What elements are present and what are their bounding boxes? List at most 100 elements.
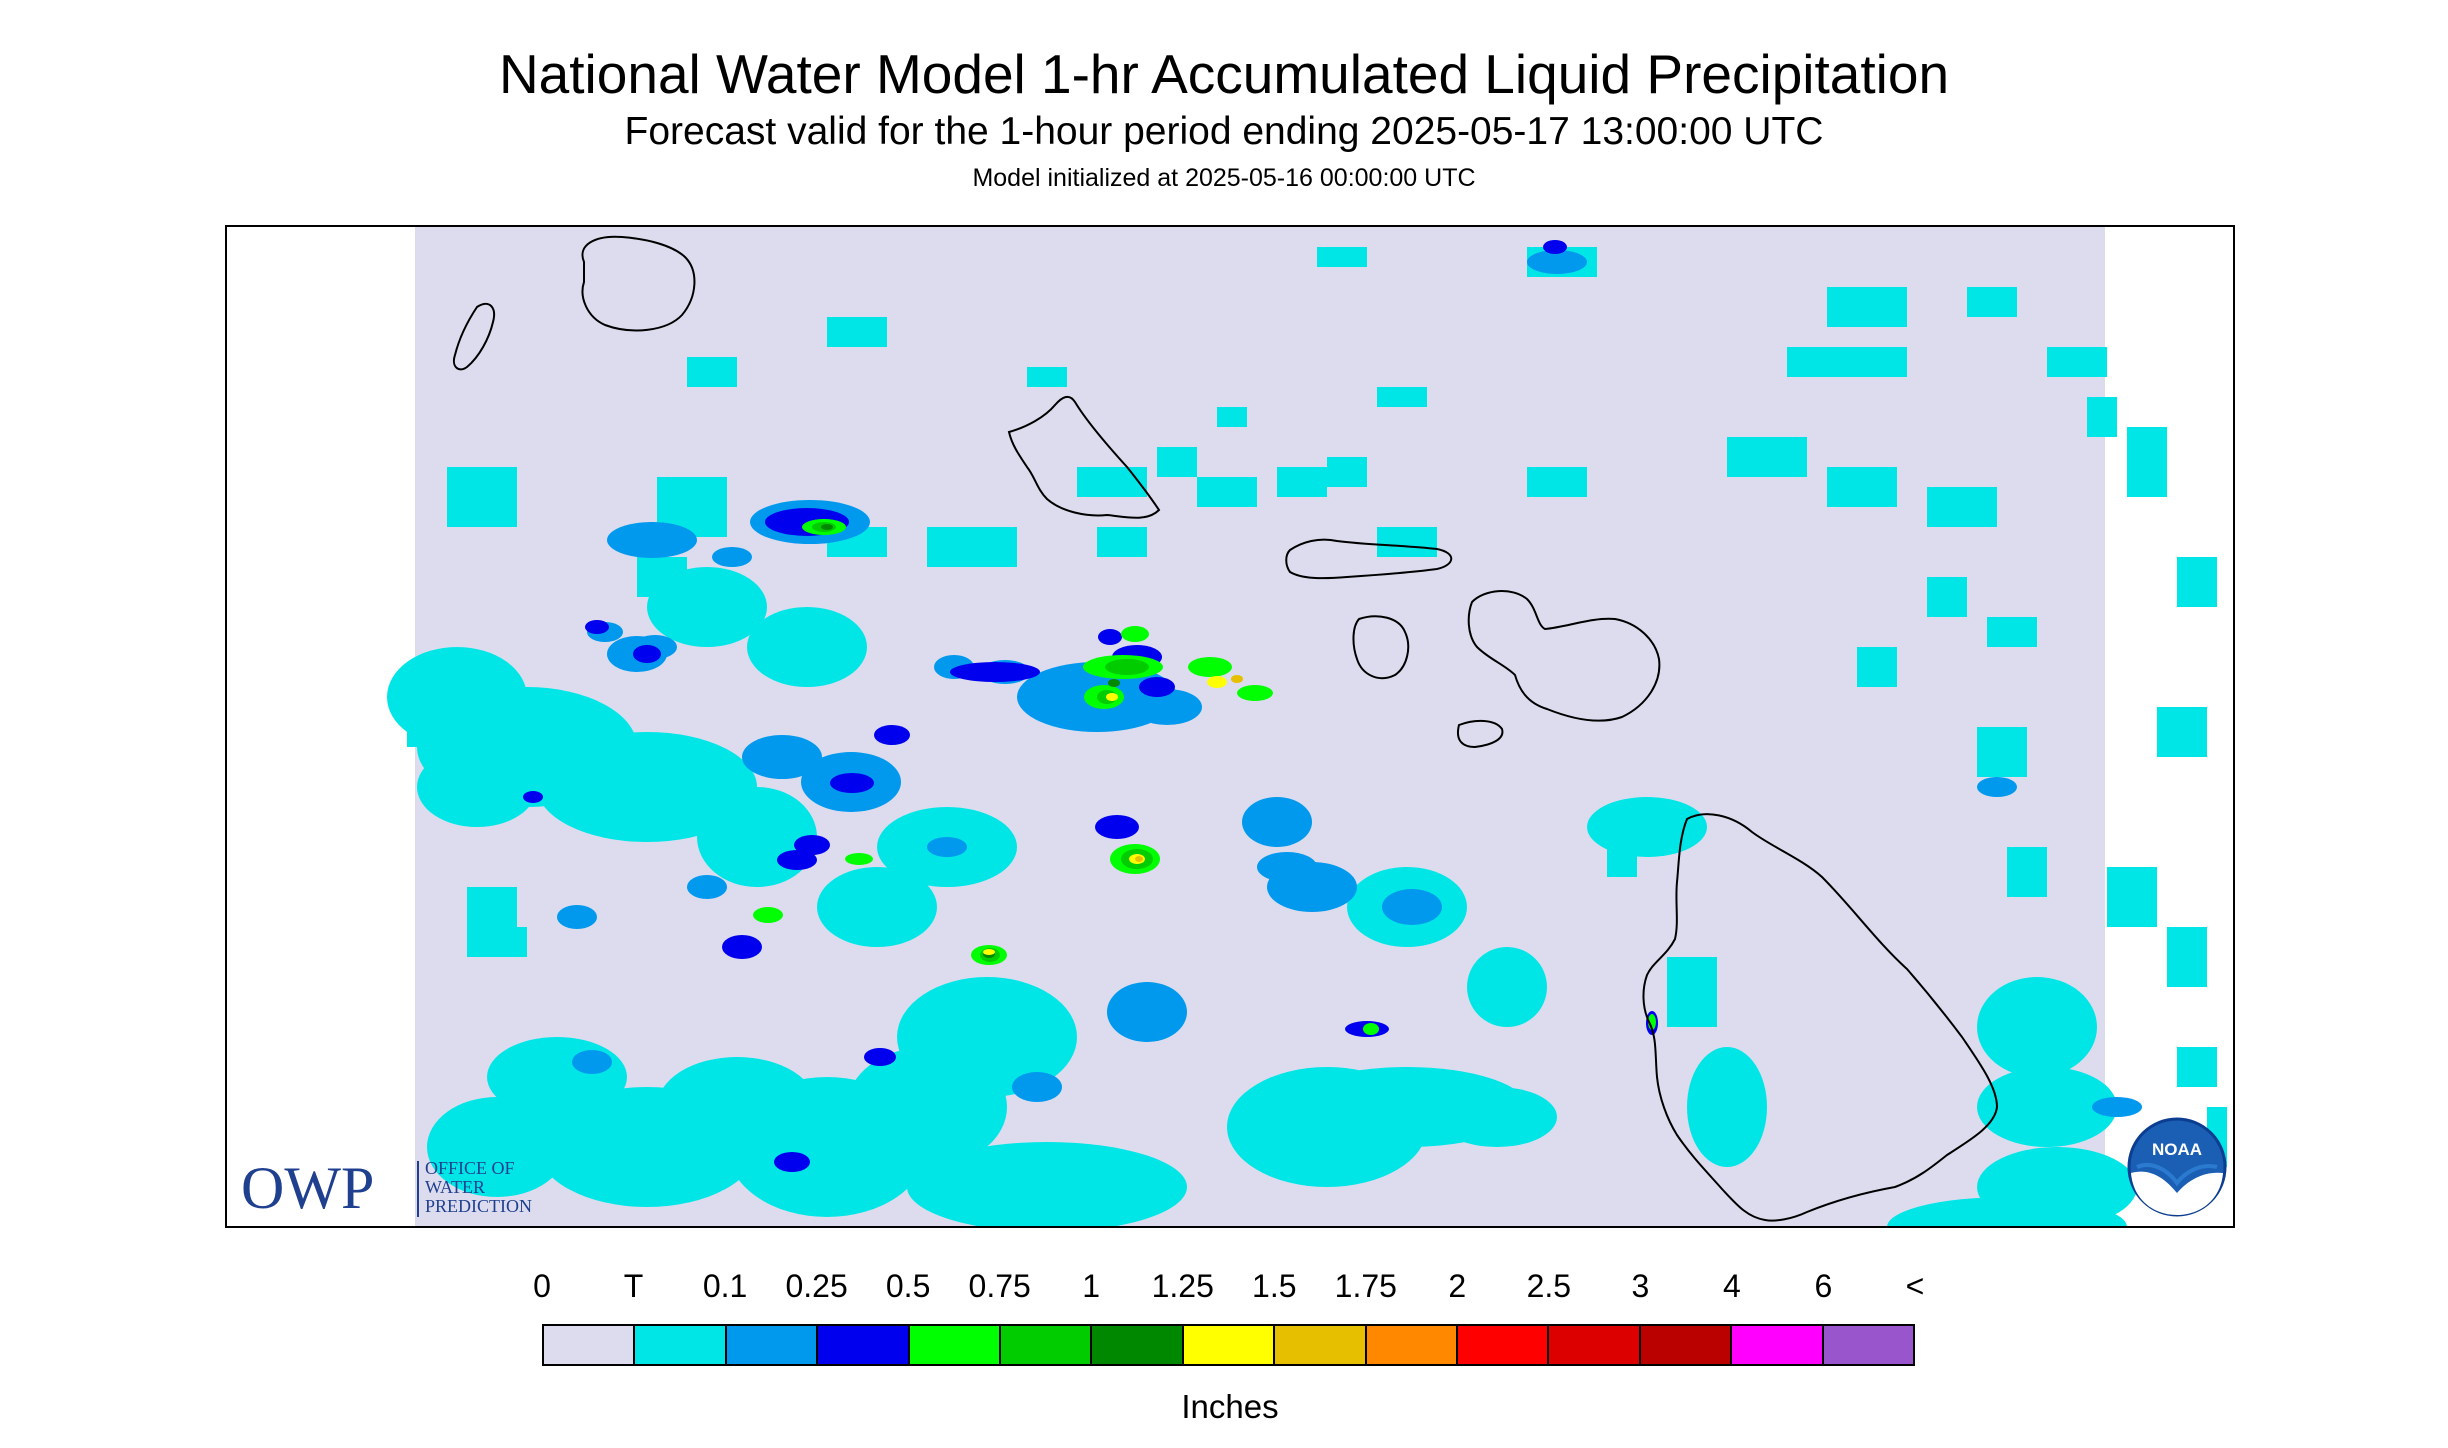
precip-cell bbox=[1927, 487, 1997, 527]
precip-cell bbox=[1135, 856, 1143, 862]
oahu-coastline bbox=[1007, 395, 1161, 519]
legend-swatch bbox=[1092, 1326, 1184, 1364]
legend-tick-label: 4 bbox=[1723, 1268, 1741, 1304]
precip-cell bbox=[1977, 1067, 2117, 1147]
legend-swatch bbox=[1823, 1326, 1914, 1364]
precip-cell bbox=[927, 527, 1017, 567]
precip-cell bbox=[687, 357, 737, 387]
precipitation-map: OWP OFFICE OF WATER PREDICTION NOAA bbox=[225, 225, 2235, 1228]
precip-cell bbox=[607, 522, 697, 558]
owp-logo-line2: WATER bbox=[425, 1177, 485, 1197]
precip-cell bbox=[1107, 982, 1187, 1042]
coastlines bbox=[453, 235, 1999, 1222]
precip-cell bbox=[1027, 367, 1067, 387]
precip-cell bbox=[1197, 477, 1257, 507]
noaa-logo-text: NOAA bbox=[2152, 1140, 2202, 1159]
precip-cell bbox=[2177, 1047, 2217, 1087]
legend-tick-label: 1.75 bbox=[1334, 1268, 1397, 1304]
legend-tick-label: T bbox=[623, 1268, 644, 1304]
precip-cell bbox=[1188, 657, 1232, 677]
precip-cell bbox=[722, 935, 762, 959]
precip-cell bbox=[2047, 347, 2107, 377]
precip-cell bbox=[907, 1142, 1187, 1226]
precip-cell bbox=[1095, 815, 1139, 839]
precip-cell bbox=[427, 1097, 567, 1197]
precip-cell bbox=[1207, 676, 1227, 688]
precip-cell bbox=[1967, 287, 2017, 317]
legend-tick-label: 2 bbox=[1448, 1268, 1467, 1304]
precip-cell bbox=[1139, 677, 1175, 697]
precip-cell bbox=[864, 1048, 896, 1066]
precip-cell bbox=[747, 607, 867, 687]
precip-cell bbox=[2007, 847, 2047, 897]
legend-units: Inches bbox=[1181, 1388, 1279, 1425]
legend-tick-labels: 0 T 0.1 0.25 0.5 0.75 1 1.25 1.5 1.75 2 2.5 3 4 6 < bbox=[533, 1268, 1924, 1308]
precip-cell bbox=[1543, 240, 1567, 254]
legend-swatch bbox=[1275, 1326, 1367, 1364]
precip-cell bbox=[572, 1050, 612, 1074]
precip-cell bbox=[847, 1047, 1007, 1167]
precip-cell bbox=[1106, 693, 1118, 701]
legend-tick-label: 1 bbox=[1082, 1268, 1101, 1304]
lanai-coastline bbox=[1352, 615, 1410, 680]
legend-swatch bbox=[544, 1326, 636, 1364]
legend-color-bar bbox=[542, 1324, 1915, 1366]
legend-swatch bbox=[1001, 1326, 1093, 1364]
legend-swatch bbox=[909, 1326, 1002, 1364]
precip-cell bbox=[1887, 1197, 2127, 1226]
map-canvas bbox=[387, 227, 2227, 1226]
precip-cell bbox=[1987, 617, 2037, 647]
precip-cell bbox=[817, 867, 937, 947]
precip-cell bbox=[1108, 679, 1120, 687]
precip-cell bbox=[1097, 527, 1147, 557]
precip-cell bbox=[1467, 947, 1547, 1027]
precip-cell bbox=[774, 1152, 810, 1172]
legend-tick-label: 0.1 bbox=[702, 1268, 748, 1304]
maui-coastline bbox=[1467, 590, 1661, 722]
legend-swatch bbox=[1183, 1326, 1276, 1364]
precip-cell bbox=[2127, 427, 2167, 497]
precipitation-legend: 0 T 0.1 0.25 0.5 0.75 1 1.25 1.5 1.75 2 2.5 3 4 6 < Inc… bbox=[533, 1268, 1924, 1425]
precip-cell bbox=[2177, 557, 2217, 607]
precip-cell bbox=[2087, 397, 2117, 437]
legend-swatch bbox=[726, 1326, 819, 1364]
niihau-coastline bbox=[453, 302, 495, 371]
precip-cell bbox=[874, 725, 910, 745]
precip-cell bbox=[1377, 387, 1427, 407]
precip-cell bbox=[637, 557, 687, 597]
precip-cell bbox=[1827, 287, 1907, 327]
precip-cell bbox=[1587, 797, 1707, 857]
precip-cell bbox=[697, 787, 817, 887]
legend-tick-label: 2.5 bbox=[1526, 1268, 1572, 1304]
precip-cell bbox=[467, 887, 517, 927]
owp-logo-icon: OWP OFFICE OF WATER PREDICTION bbox=[241, 1155, 571, 1225]
precip-cell bbox=[687, 875, 727, 899]
precip-cell bbox=[1257, 852, 1317, 882]
precip-cell bbox=[753, 907, 783, 923]
precip-cell bbox=[712, 547, 752, 567]
legend-tick-label: 3 bbox=[1631, 1268, 1650, 1304]
legend-swatch bbox=[1549, 1326, 1641, 1364]
precip-cell bbox=[523, 791, 543, 803]
page-title: National Water Model 1-hr Accumulated Li… bbox=[498, 43, 1950, 105]
precip-cell bbox=[1977, 777, 2017, 797]
precip-cell bbox=[1377, 527, 1437, 557]
precip-cell bbox=[1217, 407, 1247, 427]
precip-cell bbox=[1077, 467, 1147, 497]
legend-tick-label: 6 bbox=[1814, 1268, 1833, 1304]
owp-logo-letters: OWP bbox=[241, 1155, 375, 1221]
precip-cell bbox=[557, 905, 597, 929]
legend-tick-label: 0.75 bbox=[968, 1268, 1031, 1304]
precip-cell bbox=[1787, 347, 1907, 377]
precip-cell bbox=[447, 467, 517, 527]
precip-cell bbox=[2167, 927, 2207, 987]
precip-cell bbox=[1977, 727, 2027, 777]
owp-logo-line1: OFFICE OF bbox=[425, 1158, 515, 1178]
molokai-coastline bbox=[1285, 538, 1453, 580]
precip-cell bbox=[1977, 977, 2097, 1077]
precip-cell bbox=[1132, 689, 1202, 725]
precip-cell bbox=[407, 707, 457, 747]
precip-cell bbox=[1098, 629, 1122, 645]
precip-cell bbox=[950, 662, 1040, 682]
precip-cell bbox=[1927, 577, 1967, 617]
